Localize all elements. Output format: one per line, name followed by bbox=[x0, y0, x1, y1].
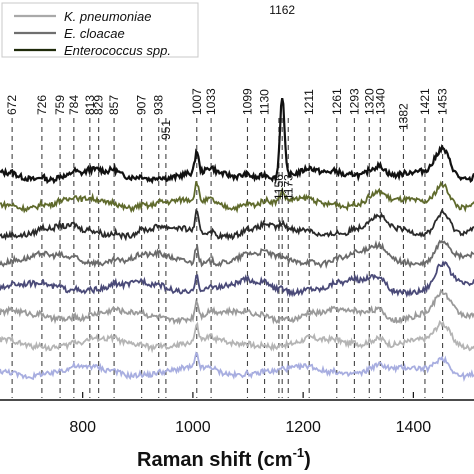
x-axis-title-main: Raman shift (cm bbox=[137, 449, 293, 471]
spectrum-line-8 bbox=[0, 351, 474, 382]
plot-frame bbox=[0, 399, 474, 401]
peak-label-857: 857 bbox=[107, 95, 121, 115]
peak-label-951: 951 bbox=[159, 120, 173, 140]
peak-label-829: 829 bbox=[92, 95, 106, 115]
peak-label-813: 813 bbox=[83, 95, 97, 115]
legend-label-2: E. cloacae bbox=[64, 26, 125, 41]
spectrum-line-6 bbox=[0, 288, 474, 326]
spectrum-line-1 bbox=[0, 97, 474, 185]
peak-label-1293: 1293 bbox=[347, 88, 361, 115]
peak-label-907: 907 bbox=[135, 95, 149, 115]
peak-label-1173: 1173 bbox=[281, 174, 295, 200]
peak-label-1099: 1099 bbox=[240, 88, 254, 115]
legend-label-1: K. pneumoniae bbox=[64, 9, 151, 24]
peak-label-1261: 1261 bbox=[330, 88, 344, 115]
x-axis-ticks: 800 1000 1200 1400 bbox=[69, 392, 431, 436]
x-tick-label-800: 800 bbox=[69, 419, 96, 436]
spectra-series bbox=[0, 97, 474, 382]
legend-box bbox=[1, 2, 199, 58]
peak-label-1033: 1033 bbox=[204, 88, 218, 115]
peak-label-1007: 1007 bbox=[190, 88, 204, 115]
peak-label-938: 938 bbox=[152, 95, 166, 115]
spectrum-line-3 bbox=[0, 208, 474, 242]
peak-label-1453: 1453 bbox=[436, 88, 450, 115]
peak-label-1421: 1421 bbox=[418, 88, 432, 115]
peak-marker-lines bbox=[11, 118, 444, 398]
peak-label-759: 759 bbox=[53, 95, 67, 115]
peak-label-1156: 1156 bbox=[272, 174, 286, 200]
peak-label-1211: 1211 bbox=[302, 89, 316, 115]
x-tick-label-1200: 1200 bbox=[285, 419, 321, 436]
x-axis-title: Raman shift (cm-1) bbox=[137, 445, 311, 471]
x-tick-label-1400: 1400 bbox=[396, 419, 432, 436]
legend: K. pneumoniae E. cloacae Enterococcus spp. bbox=[1, 2, 199, 58]
x-tick-label-1000: 1000 bbox=[175, 419, 211, 436]
peak-label-1130: 1130 bbox=[258, 89, 272, 115]
peak-label-1340: 1340 bbox=[373, 88, 387, 115]
spectrum-line-4 bbox=[0, 239, 474, 269]
spectrum-line-5 bbox=[0, 260, 474, 298]
peak-label-1382: 1382 bbox=[396, 103, 410, 130]
x-axis-title-close: ) bbox=[304, 449, 311, 471]
peak-label-784: 784 bbox=[67, 95, 81, 115]
peak-label-726: 726 bbox=[35, 95, 49, 115]
legend-label-3: Enterococcus spp. bbox=[64, 43, 171, 58]
spectrum-line-2 bbox=[0, 180, 474, 214]
peak-label-672: 672 bbox=[5, 95, 19, 115]
peak-label-1162: 1162 bbox=[269, 3, 295, 17]
x-axis-title-superscript: -1 bbox=[293, 445, 305, 460]
spectrum-line-7 bbox=[0, 320, 474, 354]
peak-label-1320: 1320 bbox=[362, 88, 376, 115]
